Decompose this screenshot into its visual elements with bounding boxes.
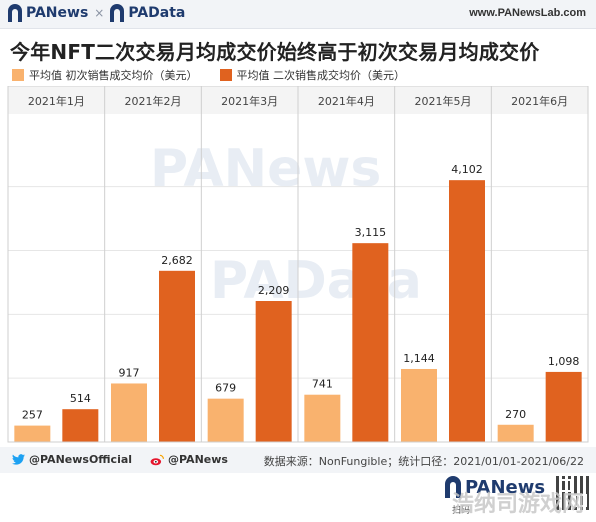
bar-first-sale <box>207 398 244 442</box>
data-label: 679 <box>215 382 236 395</box>
data-label: 4,102 <box>451 163 483 176</box>
category-label: 2021年1月 <box>28 94 85 108</box>
chart-title: 今年NFT二次交易月均成交价始终高于初次交易月均成交价 <box>10 40 540 64</box>
legend-label-first-sale: 平均值 初次销售成交均价（美元） <box>29 69 198 82</box>
legend-label-second-sale: 平均值 二次销售成交均价（美元） <box>236 69 406 82</box>
legend-swatch-second-sale <box>219 69 232 81</box>
scan-label: 扫码 <box>452 506 471 516</box>
site-url: www.PANewsLab.com <box>469 7 586 19</box>
legend-item-first-sale: 平均值 初次销售成交均价（美元） <box>12 67 198 83</box>
twitter-icon <box>12 454 25 465</box>
weibo-handle-text: @PANews <box>168 453 228 466</box>
legend-swatch-first-sale <box>12 69 24 81</box>
panews-bottom-logo-icon <box>445 476 461 498</box>
data-label: 514 <box>70 392 91 405</box>
bar-second-sale <box>255 301 292 442</box>
padata-logo-icon <box>110 4 125 22</box>
data-label: 741 <box>312 378 333 391</box>
data-label: 917 <box>119 366 140 379</box>
logo-separator: × <box>94 6 105 20</box>
bar-first-sale <box>111 383 147 442</box>
site-watermark: 浩纳司游戏网 <box>451 492 584 517</box>
legend-item-second-sale: 平均值 二次销售成交均价（美元） <box>219 67 406 83</box>
bar-second-sale <box>62 409 99 442</box>
bar-second-sale <box>449 180 485 442</box>
data-label: 2,209 <box>258 284 290 297</box>
footer-bar: @PANewsOfficial @PANews 数据来源：NonFungible… <box>0 447 596 473</box>
weibo-handle: @PANews <box>150 453 228 466</box>
data-label: 2,682 <box>161 254 193 267</box>
category-label: 2021年5月 <box>415 94 472 108</box>
bar-second-sale <box>545 371 582 442</box>
category-label: 2021年2月 <box>125 94 182 108</box>
padata-logo-text: PAData <box>128 5 186 21</box>
twitter-handle-text: @PANewsOfficial <box>29 453 133 466</box>
bar-second-sale <box>352 243 389 442</box>
data-label: 1,144 <box>403 352 435 365</box>
category-label: 2021年4月 <box>318 94 375 108</box>
bar-chart: PANews PAData 2021年1月 257 514 2021年2月 917 2,682… <box>7 86 589 443</box>
top-bar: PANews × PAData www.PANewsLab.com <box>0 0 596 29</box>
watermark-padata: PAData <box>210 251 422 311</box>
qr-code-icon <box>556 476 590 510</box>
panews-logo-icon <box>8 4 22 22</box>
bar-first-sale <box>304 394 341 442</box>
panews-logo-text: PANews <box>26 5 89 21</box>
chart-legend: 平均值 初次销售成交均价（美元） 平均值 二次销售成交均价（美元） <box>12 67 405 83</box>
data-label: 257 <box>22 409 43 422</box>
data-label: 1,098 <box>548 355 580 368</box>
bar-second-sale <box>159 270 195 442</box>
weibo-icon <box>150 454 164 465</box>
bottom-brand: PANews <box>445 476 545 498</box>
data-label: 270 <box>505 408 526 421</box>
data-label: 3,115 <box>355 226 387 239</box>
bar-first-sale <box>401 368 437 442</box>
data-source-note: 数据来源：NonFungible；统计口径：2021/01/01-2021/06… <box>263 455 584 468</box>
category-label: 2021年6月 <box>511 94 568 108</box>
bar-first-sale <box>497 424 534 442</box>
category-label: 2021年3月 <box>221 94 278 108</box>
brand-logos: PANews × PAData <box>8 4 185 22</box>
twitter-handle: @PANewsOfficial <box>12 453 132 466</box>
bar-first-sale <box>14 425 51 442</box>
panews-bottom-logo-text: PANews <box>465 476 546 498</box>
watermark-panews: PANews <box>150 139 381 199</box>
plot-frame <box>7 86 589 443</box>
